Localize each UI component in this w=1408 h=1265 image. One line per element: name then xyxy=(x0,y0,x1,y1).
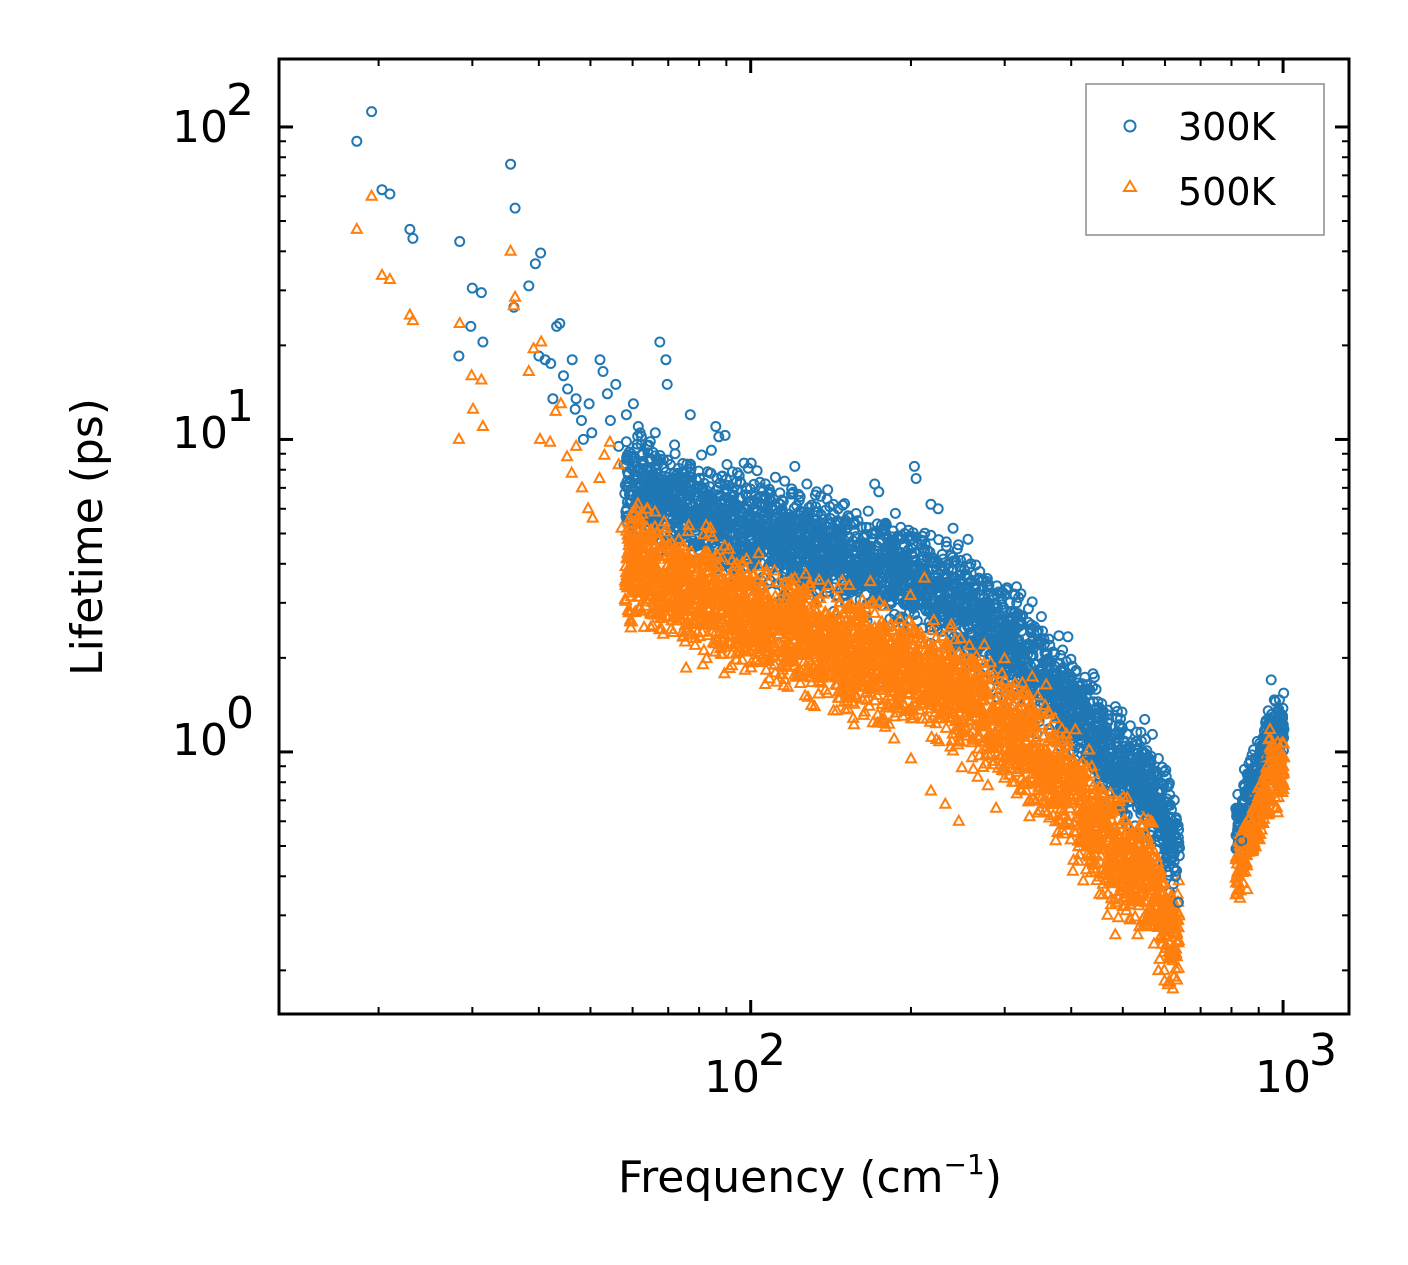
dense-point-cloud xyxy=(618,427,1291,994)
cloud-point-300k xyxy=(1062,631,1074,643)
cloud-point-500k xyxy=(1066,863,1080,876)
cloud-point-300k xyxy=(1055,649,1067,661)
cloud-point-300k xyxy=(705,444,717,456)
cloud-point-300k xyxy=(775,528,787,540)
cloud-point-300k xyxy=(864,540,876,552)
cloud-point-300k xyxy=(1139,713,1151,725)
cloud-point-300k xyxy=(866,528,878,540)
cloud-point-300k xyxy=(793,494,805,506)
cloud-point-300k xyxy=(779,475,791,487)
cloud-point-300k xyxy=(792,488,804,500)
cloud-point-300k xyxy=(748,478,760,490)
cloud-point-300k xyxy=(809,506,821,518)
cloud-point-300k xyxy=(1057,644,1069,656)
cloud-point-300k xyxy=(769,471,781,483)
cloud-point-300k xyxy=(1278,687,1290,699)
cloud-point-300k xyxy=(1118,735,1130,747)
cloud-point-300k xyxy=(731,467,743,479)
cloud-point-300k xyxy=(1053,630,1065,642)
cloud-point-300k xyxy=(658,454,669,466)
cloud-point-300k xyxy=(774,487,786,499)
cloud-point-300k xyxy=(872,582,883,594)
cloud-point-300k xyxy=(669,439,681,451)
cloud-point-500k xyxy=(679,660,693,673)
cloud-point-300k xyxy=(1076,678,1088,690)
cloud-point-300k xyxy=(941,540,952,552)
cloud-point-300k xyxy=(970,559,982,571)
cloud-point-300k xyxy=(1146,728,1158,740)
cloud-point-300k xyxy=(962,533,974,545)
cloud-point-300k xyxy=(815,509,827,521)
cloud-point-300k xyxy=(1121,728,1133,740)
cloud-point-300k xyxy=(863,522,875,534)
cloud-point-300k xyxy=(1173,850,1185,862)
cloud-point-300k xyxy=(751,465,763,477)
cloud-point-300k xyxy=(930,564,942,575)
cloud-point-300k xyxy=(1035,611,1047,623)
cloud-point-300k xyxy=(1090,683,1102,695)
cloud-point-300k xyxy=(1116,706,1128,718)
cloud-point-300k xyxy=(1037,625,1048,637)
cloud-point-300k xyxy=(721,459,733,470)
cloud-point-300k xyxy=(786,483,798,495)
cloud-point-300k xyxy=(810,501,822,513)
cloud-point-300k xyxy=(696,449,708,461)
cloud-point-300k xyxy=(1032,625,1044,637)
cloud-point-300k xyxy=(643,439,655,451)
cloud-point-300k xyxy=(1088,671,1100,683)
